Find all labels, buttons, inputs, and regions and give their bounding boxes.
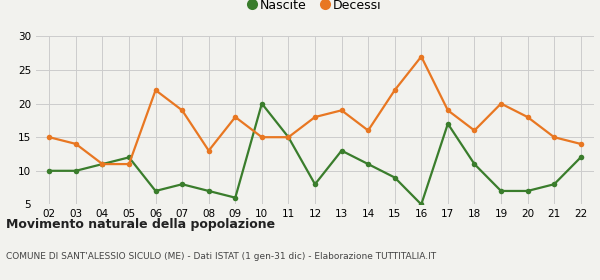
Text: Movimento naturale della popolazione: Movimento naturale della popolazione bbox=[6, 218, 275, 231]
Text: COMUNE DI SANT'ALESSIO SICULO (ME) - Dati ISTAT (1 gen-31 dic) - Elaborazione TU: COMUNE DI SANT'ALESSIO SICULO (ME) - Dat… bbox=[6, 252, 436, 261]
Legend: Nascite, Decessi: Nascite, Decessi bbox=[245, 0, 385, 16]
